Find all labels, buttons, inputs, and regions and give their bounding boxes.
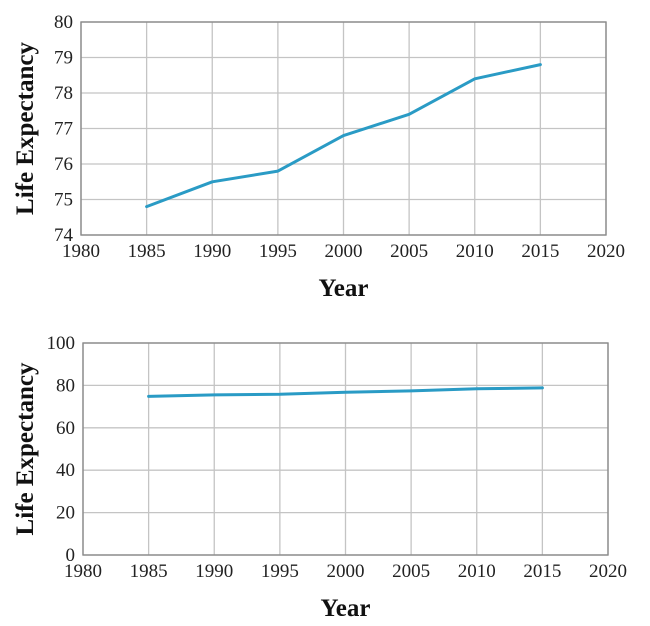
chart-life-expectancy-full-scale: 1980 1985 1990 1995 2000 2005 2010 2015 2020 0 20 4… (12, 333, 627, 622)
y-tick-label: 40 (56, 460, 75, 481)
x-tick-label: 2020 (587, 241, 625, 262)
x-tick-label: 2010 (458, 561, 496, 582)
x-tick-label: 2000 (325, 241, 363, 262)
y-tick-label: 77 (54, 119, 73, 140)
y-tick-label: 0 (66, 545, 76, 566)
x-tick-label: 2015 (521, 241, 559, 262)
x-tick-label: 2005 (392, 561, 430, 582)
series-line-life-expectancy (147, 386, 544, 398)
y-tick-label: 78 (54, 83, 73, 104)
y-tick-label: 80 (56, 375, 75, 396)
x-tick-label: 1985 (128, 241, 166, 262)
y-tick-label: 75 (54, 190, 73, 211)
x-tick-label: 1995 (261, 561, 299, 582)
y-tick-label: 60 (56, 418, 75, 439)
plot-frame (82, 342, 609, 556)
y-tick-label: 80 (54, 12, 73, 33)
x-tick-label: 1990 (195, 561, 233, 582)
x-tick-label: 2005 (390, 241, 428, 262)
y-tick-label: 100 (47, 333, 76, 354)
y-axis-title: Life Expectancy (12, 362, 39, 535)
x-tick-label: 1990 (193, 241, 231, 262)
x-tick-label: 1995 (259, 241, 297, 262)
y-axis-title: Life Expectancy (12, 42, 39, 215)
x-axis-title: Year (321, 595, 371, 622)
chart-life-expectancy-zoomed: 1980 1985 1990 1995 2000 2005 2010 2015 2020 74 75… (12, 12, 625, 302)
x-tick-label: 1980 (64, 561, 102, 582)
x-tick-label: 2000 (327, 561, 365, 582)
x-tick-label: 1980 (62, 241, 100, 262)
series-line-life-expectancy (145, 63, 542, 209)
y-tick-label: 20 (56, 503, 75, 524)
x-tick-label: 2020 (589, 561, 627, 582)
y-tick-label: 79 (54, 48, 73, 69)
x-tick-label: 2010 (456, 241, 494, 262)
x-tick-label: 2015 (523, 561, 561, 582)
plot-frame (80, 21, 607, 236)
y-tick-label: 74 (54, 225, 74, 246)
x-axis-title: Year (319, 275, 369, 302)
x-tick-label: 1985 (130, 561, 168, 582)
y-tick-label: 76 (54, 154, 73, 175)
